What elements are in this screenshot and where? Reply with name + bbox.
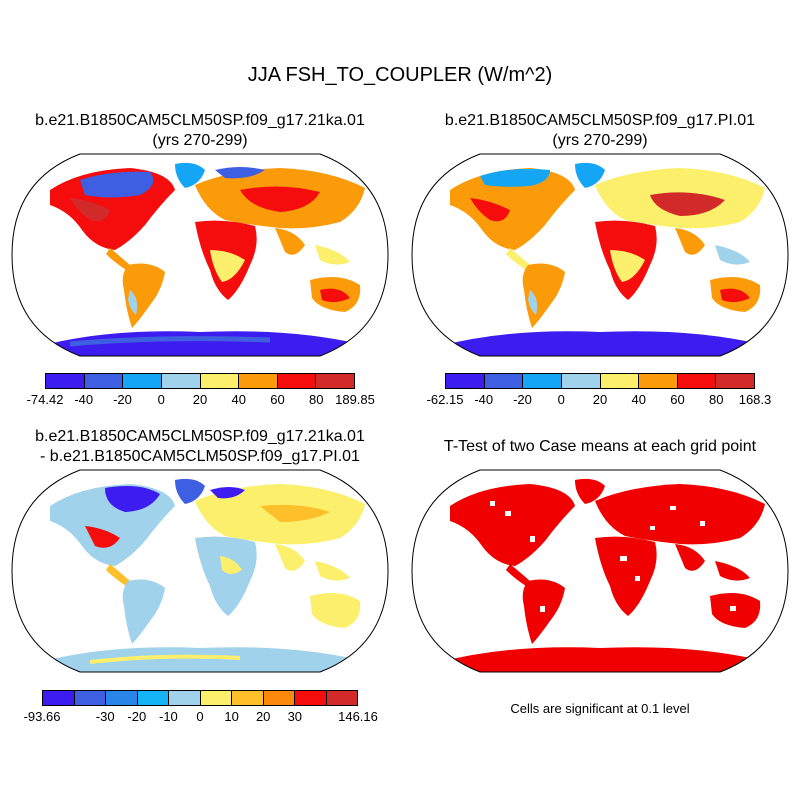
- colorbar-tick-label: 20: [592, 392, 608, 407]
- colorbar-tick-label: 20: [255, 709, 271, 724]
- colorbar-panel-3: [42, 690, 358, 706]
- colorbar-segment: [446, 374, 485, 388]
- map-panel-3: [11, 469, 389, 673]
- colorbar-segment: [639, 374, 678, 388]
- colorbar-tick-label: -20: [127, 709, 147, 724]
- colorbar-segment: [277, 374, 317, 388]
- colorbar-segment: [523, 374, 562, 388]
- panel-3-title: b.e21.B1850CAM5CLM50SP.f09_g17.21ka.01: [35, 428, 365, 445]
- colorbar-tick-label: 80: [309, 392, 324, 407]
- panel-2-subtitle: (yrs 270-299): [552, 132, 648, 149]
- colorbar-segment: [200, 374, 240, 388]
- colorbar-segment: [169, 691, 201, 705]
- colorbar-tick-label: -93.66: [23, 709, 61, 724]
- map-panel-1: [11, 153, 389, 357]
- colorbar-panel-1: [45, 373, 355, 389]
- colorbar-tick-label: 10: [224, 709, 239, 724]
- colorbar-tick-label: -10: [158, 709, 178, 724]
- colorbar-tick-label: 30: [287, 709, 303, 724]
- colorbar-segment: [326, 691, 357, 705]
- colorbar-labels-panel-2: -62.15 -40 -20 0 20 40 60 80 168.3: [427, 392, 772, 410]
- colorbar-tick-label: 0: [557, 392, 565, 407]
- map-panel-2: [411, 153, 789, 357]
- significance-note: Cells are significant at 0.1 level: [510, 701, 690, 716]
- colorbar-tick-label: 20: [192, 392, 208, 407]
- colorbar-segment: [263, 691, 295, 705]
- colorbar-tick-label: 40: [631, 392, 646, 407]
- colorbar-tick-label: -20: [113, 392, 132, 407]
- colorbar-segment: [484, 374, 524, 388]
- colorbar-segment: [716, 374, 754, 388]
- colorbar-tick-label: -20: [513, 392, 532, 407]
- colorbar-segment: [46, 374, 85, 388]
- colorbar-tick-label: -74.42: [26, 392, 64, 407]
- colorbar-segment: [84, 374, 124, 388]
- colorbar-segment: [239, 374, 278, 388]
- colorbar-tick-label: -40: [474, 392, 494, 407]
- colorbar-segment: [43, 691, 75, 705]
- colorbar-labels-panel-3: -93.66 -30 -20 -10 0 10 20 30 146.16: [24, 709, 378, 727]
- panel-4-title: T-Test of two Case means at each grid po…: [443, 438, 757, 455]
- colorbar-segment: [74, 691, 106, 705]
- colorbar-tick-label: 40: [231, 392, 246, 407]
- panel-3-subtitle: - b.e21.B1850CAM5CLM50SP.f09_g17.PI.01: [40, 448, 360, 465]
- colorbar-tick-label: 168.3: [738, 392, 772, 407]
- map-panel-4: [411, 469, 789, 673]
- colorbar-tick-label: 60: [270, 392, 285, 407]
- colorbar-segment: [295, 691, 327, 705]
- colorbar-tick-label: -40: [74, 392, 94, 407]
- colorbar-tick-label: -62.15: [426, 392, 464, 407]
- colorbar-tick-label: 0: [157, 392, 165, 407]
- colorbar-segment: [123, 374, 162, 388]
- colorbar-segment: [137, 691, 169, 705]
- colorbar-segment: [316, 374, 354, 388]
- colorbar-tick-label: 0: [196, 709, 204, 724]
- panel-2-title: b.e21.B1850CAM5CLM50SP.f09_g17.PI.01: [444, 112, 756, 129]
- colorbar-segment: [677, 374, 717, 388]
- colorbar-panel-2: [445, 373, 755, 389]
- colorbar-segment: [200, 691, 232, 705]
- colorbar-segment: [161, 374, 201, 388]
- colorbar-segment: [232, 691, 264, 705]
- panel-1-subtitle: (yrs 270-299): [152, 132, 248, 149]
- colorbar-labels-panel-1: -74.42 -40 -20 0 20 40 60 80 189.85: [27, 392, 375, 410]
- colorbar-tick-label: 146.16: [338, 709, 378, 724]
- colorbar-segment: [561, 374, 601, 388]
- panel-1-title: b.e21.B1850CAM5CLM50SP.f09_g17.21ka.01: [35, 112, 365, 129]
- colorbar-tick-label: -30: [95, 709, 115, 724]
- colorbar-segment: [106, 691, 138, 705]
- colorbar-tick-label: 60: [670, 392, 685, 407]
- colorbar-tick-label: 189.85: [335, 392, 375, 407]
- colorbar-segment: [600, 374, 640, 388]
- colorbar-tick-label: 80: [709, 392, 724, 407]
- figure-title: JJA FSH_TO_COUPLER (W/m^2): [247, 64, 553, 86]
